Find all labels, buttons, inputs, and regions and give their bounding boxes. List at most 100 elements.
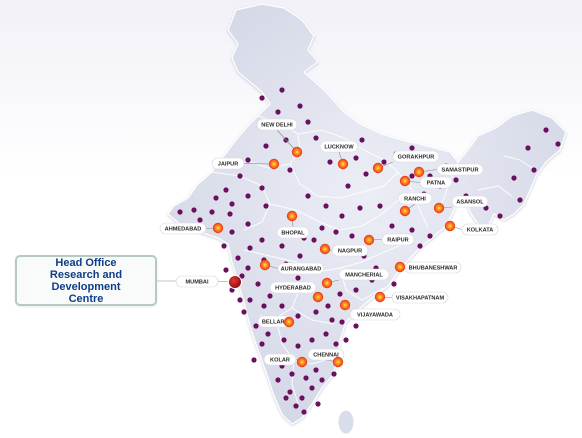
- mumbai-marker: [228, 275, 242, 289]
- bhopal-label: BHOPAL: [276, 226, 310, 239]
- sri-lanka: [337, 409, 355, 435]
- dot-75: [281, 337, 287, 343]
- dot-64: [353, 287, 359, 293]
- dot-29: [409, 227, 415, 233]
- dot-94: [283, 395, 289, 401]
- dot-120: [251, 357, 257, 363]
- new-delhi-label-bg: [256, 118, 298, 131]
- dot-24: [555, 141, 561, 147]
- dot-83: [303, 375, 309, 381]
- gorakhpur-label-bg: [392, 150, 440, 163]
- gorakhpur-marker: [372, 162, 384, 174]
- dot-5: [313, 135, 319, 141]
- dot-30: [427, 233, 433, 239]
- dot-26: [517, 197, 523, 203]
- dot-84: [289, 371, 295, 377]
- dot-80: [339, 319, 345, 325]
- patna-marker: [399, 175, 411, 187]
- ranchi-marker: [399, 205, 411, 217]
- dot-99: [305, 193, 311, 199]
- vijayawada-marker: [339, 299, 351, 311]
- raipur-label: RAIPUR: [381, 233, 415, 246]
- raipur-marker: [363, 234, 375, 246]
- dot-36: [319, 225, 325, 231]
- dot-91: [331, 371, 337, 377]
- nagpur-marker: [319, 243, 331, 255]
- asansol-marker: [433, 202, 445, 214]
- chennai-marker: [332, 356, 344, 368]
- dot-52: [267, 293, 273, 299]
- dot-44: [177, 209, 183, 215]
- jaipur-marker: [268, 158, 280, 170]
- dot-70: [261, 303, 267, 309]
- dot-90: [319, 377, 325, 383]
- city-markers: [212, 146, 456, 368]
- vijayawada-label-text: VIJAYAWADA: [357, 313, 393, 319]
- mancherial-label-text: MANCHERIAL: [345, 273, 383, 279]
- kolkata-label: KOLKATA: [461, 223, 499, 236]
- samastipur-marker: [413, 166, 425, 178]
- dot-93: [293, 403, 299, 409]
- dot-49: [223, 267, 229, 273]
- head-office-callout: Head Office Research and Development Cen…: [15, 255, 157, 306]
- dot-21: [511, 175, 517, 181]
- dot-48: [235, 255, 241, 261]
- aurangabad-marker: [259, 259, 271, 271]
- dot-76: [295, 343, 301, 349]
- nagpur-label: NAGPUR: [331, 244, 369, 257]
- dot-106: [213, 195, 219, 201]
- bhopal-label-text: BHOPAL: [281, 231, 305, 237]
- bhubaneshwar-label: BHUBANESHWAR: [404, 261, 462, 274]
- dot-17: [453, 177, 459, 183]
- gorakhpur-label-text: GORAKHPUR: [398, 155, 435, 161]
- dot-101: [345, 183, 351, 189]
- dot-34: [357, 205, 363, 211]
- chennai-label-bg: [307, 348, 345, 361]
- head-office-line1: Head Office: [55, 256, 117, 269]
- samastipur-label-text: SAMASTIPUR: [442, 168, 479, 174]
- dot-69: [279, 303, 285, 309]
- ahmedabad-label-bg: [159, 222, 207, 235]
- hyderabad-label-text: HYDERABAD: [275, 286, 311, 292]
- chennai-label-text: CHENNAI: [313, 353, 339, 359]
- mumbai-label-text: MUMBAI: [186, 280, 209, 286]
- visakhapatnam-label-bg: [391, 291, 449, 304]
- lucknow-marker: [337, 158, 349, 170]
- bhopal-label-bg: [276, 226, 310, 239]
- mancherial-marker: [321, 277, 333, 289]
- dot-1: [279, 87, 285, 93]
- dot-66: [325, 303, 331, 309]
- dot-104: [237, 173, 243, 179]
- jaipur-label-bg: [211, 157, 245, 170]
- dot-115: [343, 337, 349, 343]
- aurangabad-label-bg: [277, 262, 325, 275]
- jaipur-label: JAIPUR: [211, 157, 245, 170]
- ahmedabad-label: AHMEDABAD: [159, 222, 207, 235]
- ranchi-label-text: RANCHI: [404, 197, 426, 203]
- kolar-label-text: KOLAR: [270, 358, 290, 364]
- raipur-label-text: RAIPUR: [387, 238, 408, 244]
- ahmedabad-marker: [212, 222, 224, 234]
- gorakhpur-label: GORAKHPUR: [392, 150, 440, 163]
- mancherial-label-bg: [338, 268, 390, 281]
- head-office-line2: Research and Development: [49, 268, 123, 293]
- dot-54: [295, 275, 301, 281]
- dot-62: [391, 281, 397, 287]
- dot-103: [245, 157, 251, 163]
- dot-43: [191, 207, 197, 213]
- dot-51: [255, 281, 261, 287]
- dot-39: [259, 237, 265, 243]
- dot-11: [363, 171, 369, 177]
- dot-2: [275, 109, 281, 115]
- dot-79: [329, 317, 335, 323]
- jaipur-label-text: JAIPUR: [218, 162, 239, 168]
- lucknow-label: LUCKNOW: [319, 140, 359, 153]
- dot-77: [309, 337, 315, 343]
- dot-42: [209, 209, 215, 215]
- dot-96: [259, 185, 265, 191]
- dot-68: [295, 313, 301, 319]
- vijayawada-label: VIJAYAWADA: [349, 308, 401, 321]
- visakhapatnam-marker: [374, 291, 386, 303]
- dot-14: [409, 145, 415, 151]
